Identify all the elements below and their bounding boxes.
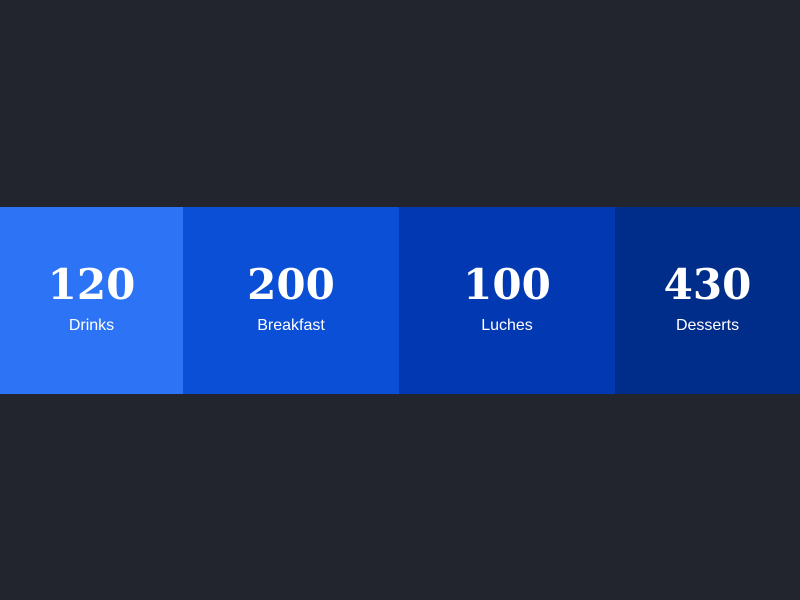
stat-label: Desserts bbox=[675, 316, 740, 334]
stats-band: 120 Drinks 200 Breakfast 100 Luches 430 … bbox=[0, 207, 800, 394]
stat-card-breakfast: 200 Breakfast bbox=[183, 207, 399, 394]
stat-number: 430 bbox=[663, 259, 752, 309]
stat-card-lunches: 100 Luches bbox=[399, 207, 615, 394]
stat-label: Breakfast bbox=[257, 316, 325, 334]
stat-card-drinks: 120 Drinks bbox=[0, 207, 183, 394]
stat-number: 200 bbox=[247, 259, 335, 309]
stat-label: Luches bbox=[481, 316, 533, 334]
stat-number: 120 bbox=[47, 259, 136, 309]
stat-label: Drinks bbox=[68, 316, 115, 334]
stat-card-desserts: 430 Desserts bbox=[615, 207, 800, 394]
stat-number: 100 bbox=[463, 259, 551, 309]
